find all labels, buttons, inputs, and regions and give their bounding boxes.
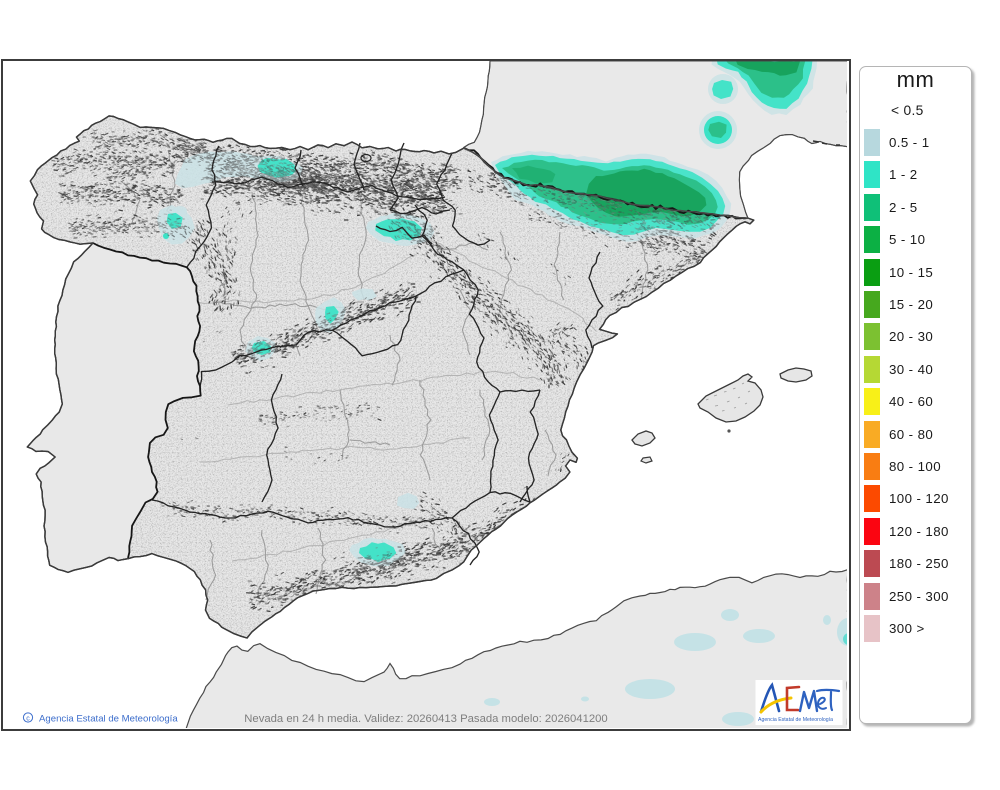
svg-text:Agencia Estatal de Meteorologí: Agencia Estatal de Meteorología <box>758 717 833 723</box>
svg-text:c: c <box>26 715 30 722</box>
svg-text:Nevada en 24 h media. Validez:: Nevada en 24 h media. Validez: 20260413 … <box>244 713 607 725</box>
svg-text:Agencia Estatal de Meteorologí: Agencia Estatal de Meteorología <box>39 714 178 725</box>
